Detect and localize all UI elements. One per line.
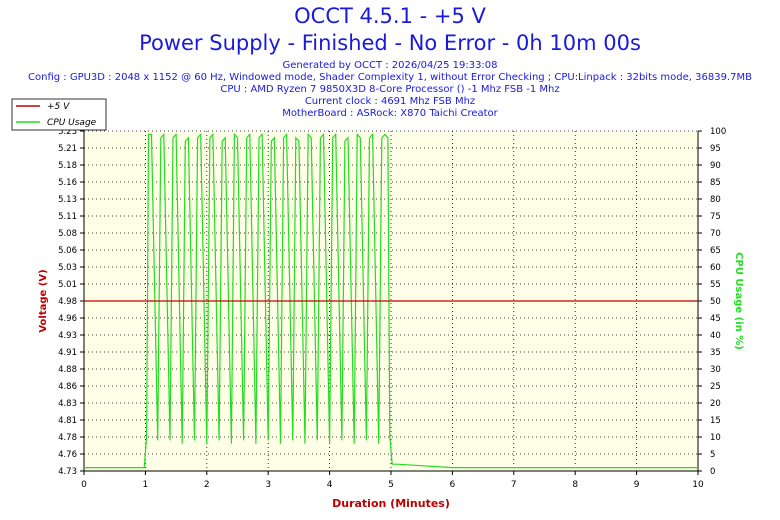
x-tick-label: 5 xyxy=(388,480,394,490)
x-tick-label: 6 xyxy=(450,480,456,490)
x-tick-label: 10 xyxy=(692,480,704,490)
y-left-tick-label: 4.91 xyxy=(58,348,77,358)
y-right-tick-label: 30 xyxy=(710,365,721,375)
info-cpu: CPU : AMD Ryzen 7 9850X3D 8-Core Process… xyxy=(220,84,560,95)
y-right-tick-label: 100 xyxy=(710,127,726,137)
x-tick-label: 4 xyxy=(327,480,333,490)
y-right-tick-label: 5 xyxy=(710,450,715,460)
y-right-tick-label: 40 xyxy=(710,331,721,341)
x-tick-label: 7 xyxy=(511,480,517,490)
y-left-tick-label: 5.01 xyxy=(58,280,77,290)
y-right-tick-label: 65 xyxy=(710,246,721,256)
info-motherboard: MotherBoard : ASRock: X870 Taichi Creato… xyxy=(282,108,498,119)
y-right-tick-label: 60 xyxy=(710,263,721,273)
y-left-tick-label: 5.23 xyxy=(58,127,77,137)
y-right-axis-title: CPU Usage (in %) xyxy=(733,252,744,350)
legend-label-voltage: +5 V xyxy=(47,102,70,112)
x-tick-label: 3 xyxy=(265,480,271,490)
x-tick-label: 9 xyxy=(634,480,640,490)
x-tick-label: 8 xyxy=(572,480,578,490)
x-tick-label: 1 xyxy=(143,480,149,490)
y-right-tick-label: 20 xyxy=(710,399,721,409)
chart-title: OCCT 4.5.1 - +5 V xyxy=(294,4,486,28)
y-right-tick-label: 55 xyxy=(710,280,721,290)
info-generated: Generated by OCCT : 2026/04/25 19:33:08 xyxy=(282,60,498,71)
y-left-tick-label: 4.93 xyxy=(58,331,77,341)
y-left-tick-label: 4.98 xyxy=(58,297,77,307)
y-right-tick-label: 70 xyxy=(710,229,721,239)
y-left-tick-label: 5.16 xyxy=(58,178,77,188)
y-left-tick-label: 5.13 xyxy=(58,195,77,205)
y-right-tick-label: 50 xyxy=(710,297,721,307)
y-left-tick-label: 4.73 xyxy=(58,467,77,477)
info-clock: Current clock : 4691 Mhz FSB Mhz xyxy=(304,96,476,107)
y-right-tick-label: 90 xyxy=(710,161,721,171)
y-right-tick-label: 95 xyxy=(710,144,721,154)
chart-subtitle: Power Supply - Finished - No Error - 0h … xyxy=(139,31,641,55)
y-right-tick-label: 75 xyxy=(710,212,721,222)
y-right-tick-label: 85 xyxy=(710,178,721,188)
y-left-tick-label: 4.81 xyxy=(58,416,77,426)
y-right-tick-label: 25 xyxy=(710,382,721,392)
y-right-tick-label: 10 xyxy=(710,433,721,443)
y-left-tick-label: 4.86 xyxy=(58,382,77,392)
y-right-tick-label: 80 xyxy=(710,195,721,205)
x-axis-title: Duration (Minutes) xyxy=(332,497,450,510)
legend-box xyxy=(11,98,107,131)
info-config: Config : GPU3D : 2048 x 1152 @ 60 Hz, Wi… xyxy=(28,72,752,83)
y-left-axis-title: Voltage (V) xyxy=(38,269,49,332)
y-right-tick-label: 15 xyxy=(710,416,721,426)
y-left-tick-label: 4.83 xyxy=(58,399,77,409)
y-left-tick-label: 5.21 xyxy=(58,144,77,154)
y-right-tick-label: 0 xyxy=(710,467,715,477)
y-left-tick-label: 5.03 xyxy=(58,263,77,273)
y-left-tick-label: 4.96 xyxy=(58,314,77,324)
x-tick-label: 0 xyxy=(81,480,87,490)
y-left-tick-label: 4.76 xyxy=(58,450,77,460)
series-cpu-usage-line xyxy=(84,132,698,469)
y-right-tick-label: 35 xyxy=(710,348,721,358)
y-left-tick-label: 4.78 xyxy=(58,433,77,443)
y-left-tick-label: 5.06 xyxy=(58,246,77,256)
y-right-tick-label: 45 xyxy=(710,314,721,324)
y-left-tick-label: 4.88 xyxy=(58,365,77,375)
y-left-tick-label: 5.08 xyxy=(58,229,77,239)
y-left-tick-label: 5.18 xyxy=(58,161,77,171)
legend-label-cpu: CPU Usage xyxy=(47,118,97,128)
y-left-tick-label: 5.11 xyxy=(58,212,77,222)
x-tick-label: 2 xyxy=(204,480,210,490)
